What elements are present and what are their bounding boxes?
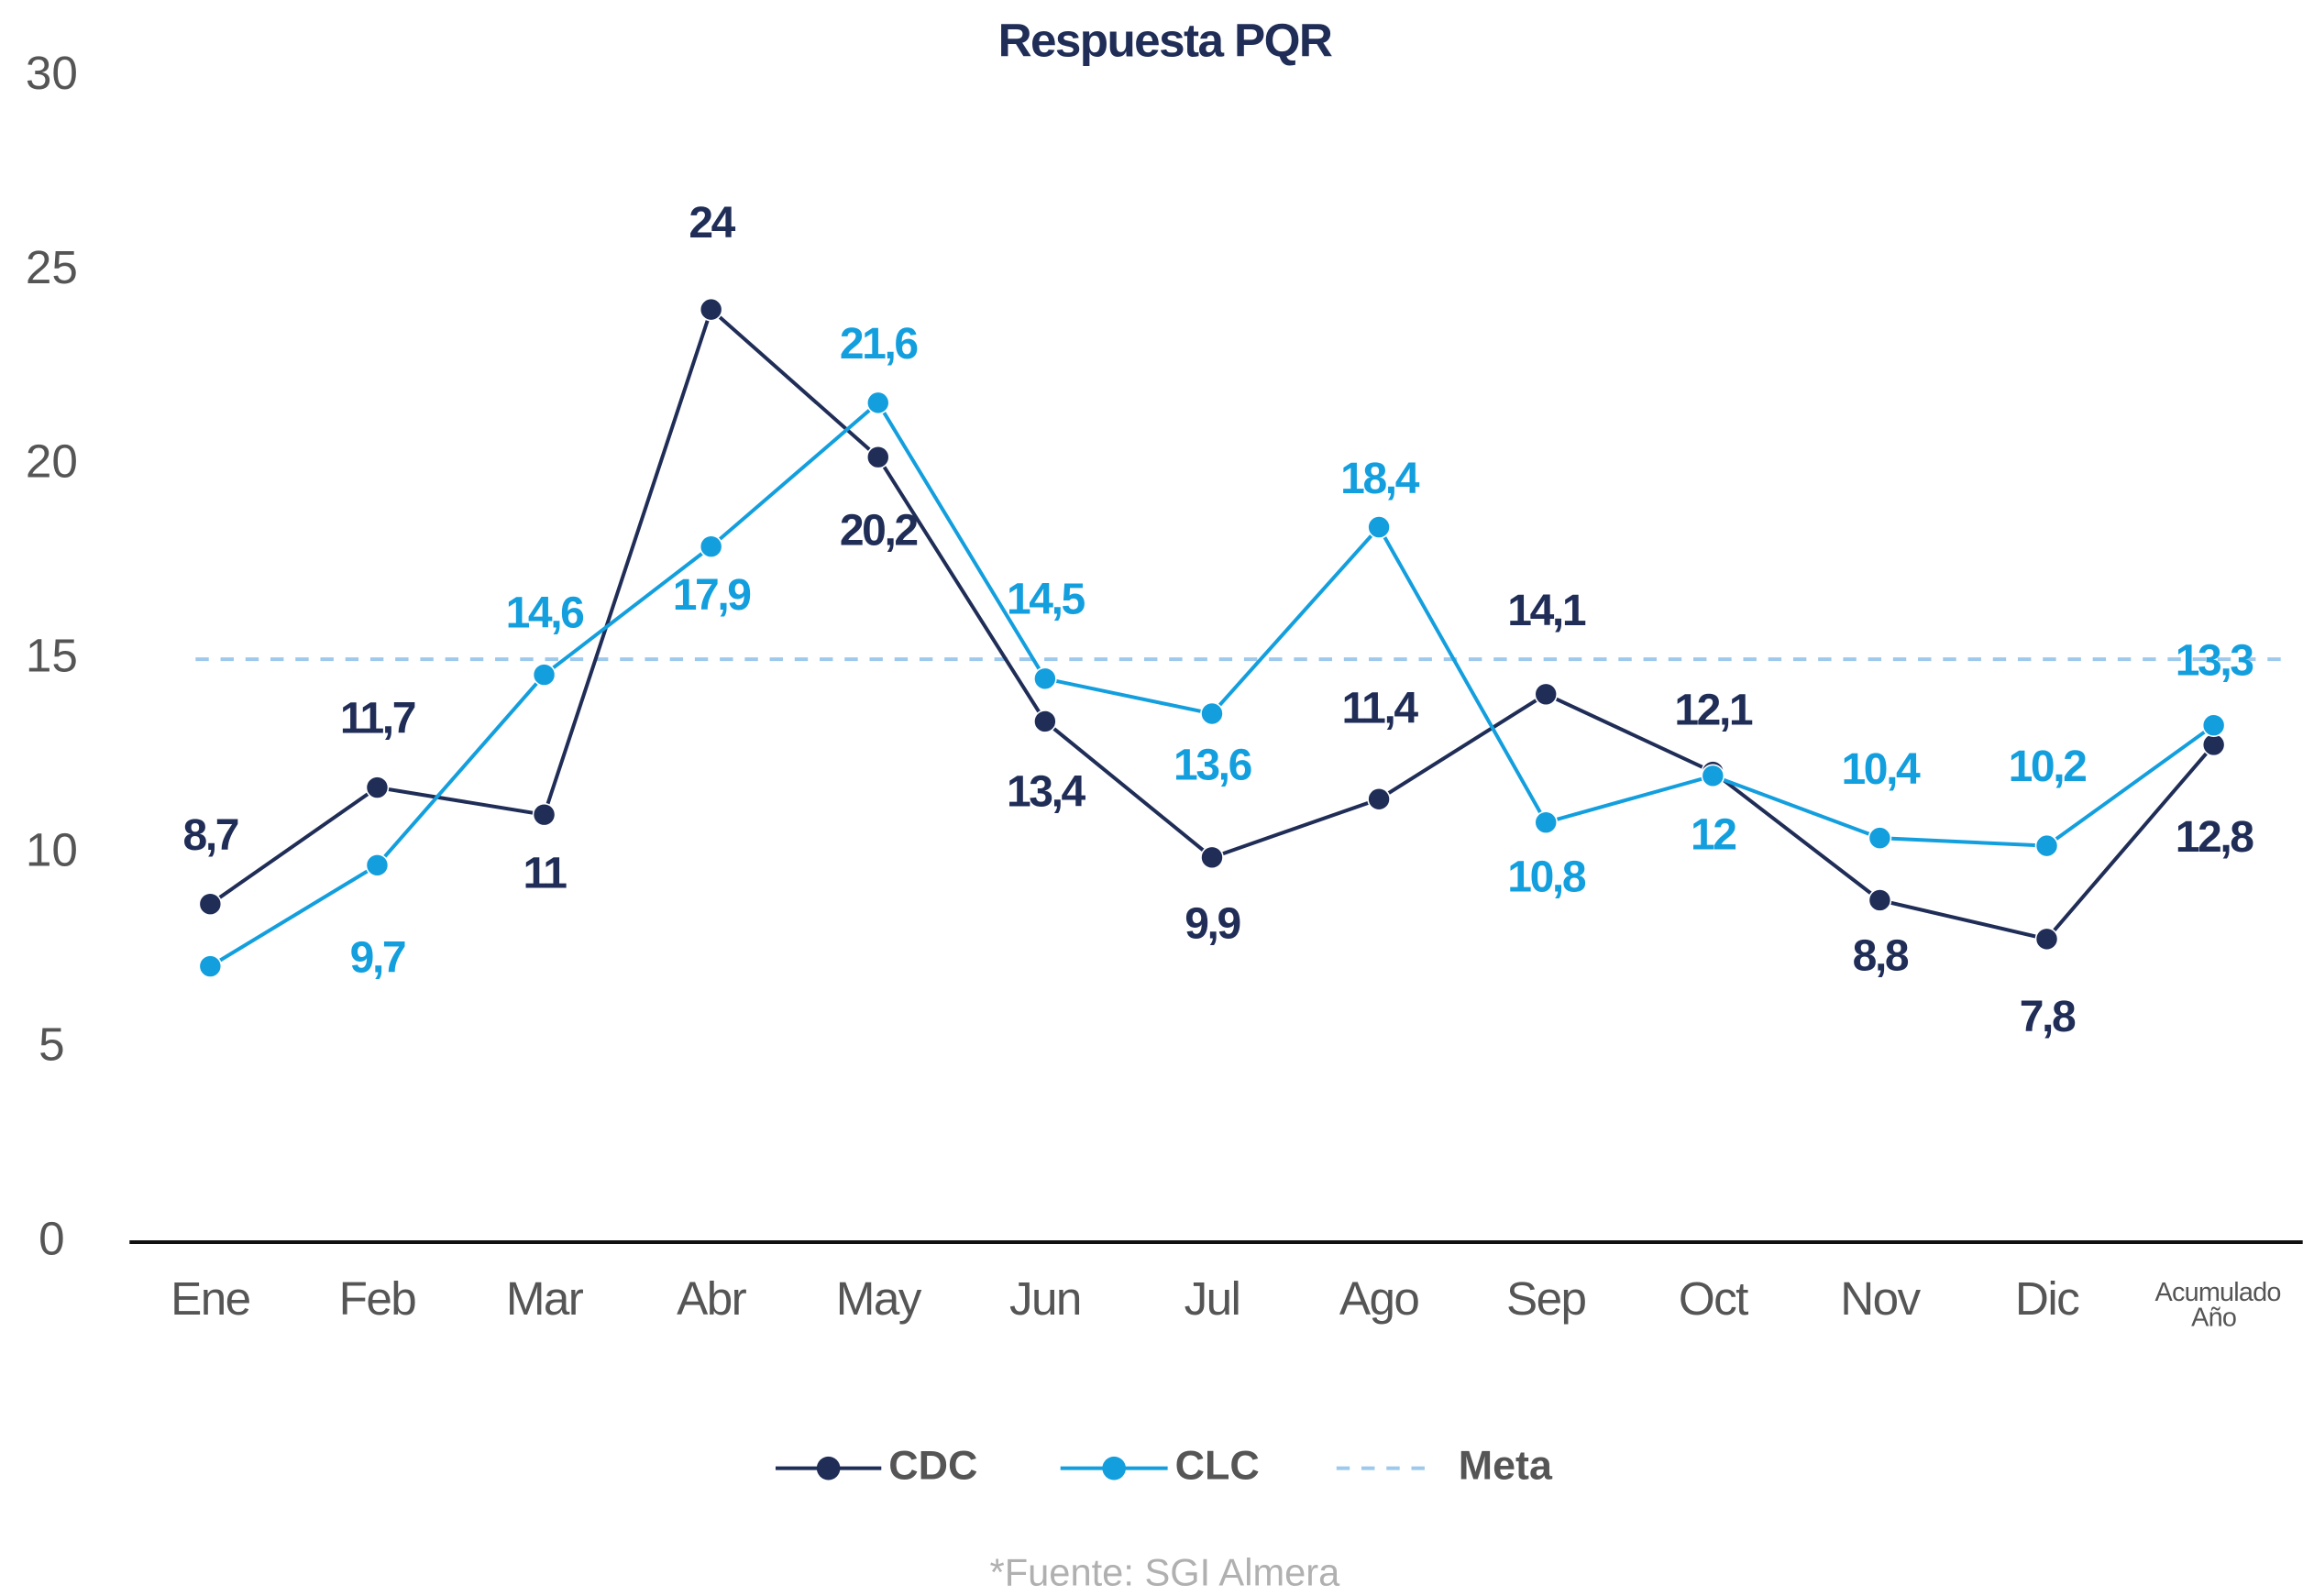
data-label: 12,1 — [1674, 687, 1753, 735]
data-label: 10,2 — [2009, 743, 2087, 791]
data-label: 8,7 — [183, 811, 238, 860]
data-label: 20,2 — [840, 507, 918, 556]
legend-label: CDC — [888, 1441, 977, 1488]
x-tick-label: Ago — [1339, 1272, 1418, 1325]
y-tick-label: 25 — [26, 241, 78, 293]
x-tick-label: Feb — [339, 1272, 416, 1325]
marker — [1033, 710, 1057, 733]
data-label: 14,6 — [506, 589, 584, 638]
data-label: 11,4 — [1341, 684, 1418, 732]
marker — [1367, 515, 1391, 539]
data-label: 11,7 — [340, 695, 415, 743]
data-label: 9,7 — [350, 934, 405, 983]
marker — [1367, 787, 1391, 811]
marker — [1200, 701, 1224, 726]
data-label: 12,8 — [2176, 813, 2254, 862]
data-label: 14,1 — [1507, 587, 1586, 635]
marker — [365, 776, 390, 799]
marker — [1033, 666, 1057, 691]
data-label: 13,4 — [1007, 768, 1086, 817]
y-tick-label: 10 — [26, 824, 78, 876]
data-label: 24 — [689, 199, 735, 248]
data-label: 11 — [523, 850, 567, 898]
marker — [198, 954, 223, 978]
marker — [1534, 810, 1559, 834]
x-tick-label: May — [836, 1272, 922, 1325]
data-label: 21,6 — [840, 320, 918, 369]
x-tick-label-box: Acumulado Año — [2154, 1280, 2282, 1332]
x-tick-label: Nov — [1840, 1272, 1921, 1325]
data-label: 10,8 — [1507, 853, 1586, 901]
marker — [865, 445, 890, 469]
data-label: 14,5 — [1007, 576, 1085, 624]
marker — [1701, 764, 1725, 788]
marker — [532, 802, 556, 827]
marker — [1534, 682, 1559, 707]
marker — [2034, 833, 2059, 858]
legend-label: CLC — [1175, 1441, 1260, 1488]
x-tick-label: Jun — [1009, 1272, 1081, 1325]
legend-label: Meta — [1459, 1441, 1553, 1488]
marker — [1868, 888, 1892, 912]
marker — [2034, 927, 2059, 952]
y-tick-label: 20 — [26, 435, 78, 488]
y-tick-label: 0 — [39, 1213, 65, 1265]
data-label: 12 — [1691, 810, 1736, 859]
marker — [1200, 845, 1224, 870]
series-line — [209, 400, 2215, 968]
data-label: 17,9 — [673, 571, 751, 620]
legend-marker — [816, 1456, 841, 1480]
data-label: 7,8 — [2020, 993, 2076, 1041]
y-tick-label: 5 — [39, 1018, 65, 1071]
x-tick-label: Jul — [1185, 1272, 1240, 1325]
marker — [532, 663, 556, 687]
x-tick-label: Ene — [171, 1272, 249, 1325]
marker — [699, 297, 723, 322]
footnote: *Fuente: SGI Almera — [990, 1551, 1341, 1594]
data-label: 13,6 — [1174, 741, 1251, 789]
y-tick-label: 30 — [26, 47, 78, 99]
x-tick-label: Acumulado Año — [2154, 1280, 2282, 1332]
y-tick-label: 15 — [26, 630, 78, 682]
data-label: 8,8 — [1853, 932, 1909, 981]
marker — [865, 391, 890, 415]
x-tick-label: Sep — [1506, 1272, 1585, 1325]
x-tick-label: Oct — [1679, 1272, 1748, 1325]
marker — [2201, 713, 2226, 738]
data-label: 10,4 — [1841, 745, 1921, 794]
marker — [1868, 826, 1892, 850]
chart-title: Respuesta PQR — [998, 15, 1332, 67]
marker — [699, 534, 723, 559]
marker — [365, 853, 390, 877]
marker — [198, 892, 223, 917]
x-tick-label: Mar — [506, 1272, 584, 1325]
data-label: 13,3 — [2176, 637, 2253, 686]
x-tick-label: Abr — [677, 1272, 746, 1325]
data-label: 9,9 — [1185, 899, 1240, 948]
legend-marker — [1102, 1456, 1126, 1480]
x-tick-label: Dic — [2015, 1272, 2079, 1325]
data-label: 18,4 — [1340, 455, 1420, 503]
